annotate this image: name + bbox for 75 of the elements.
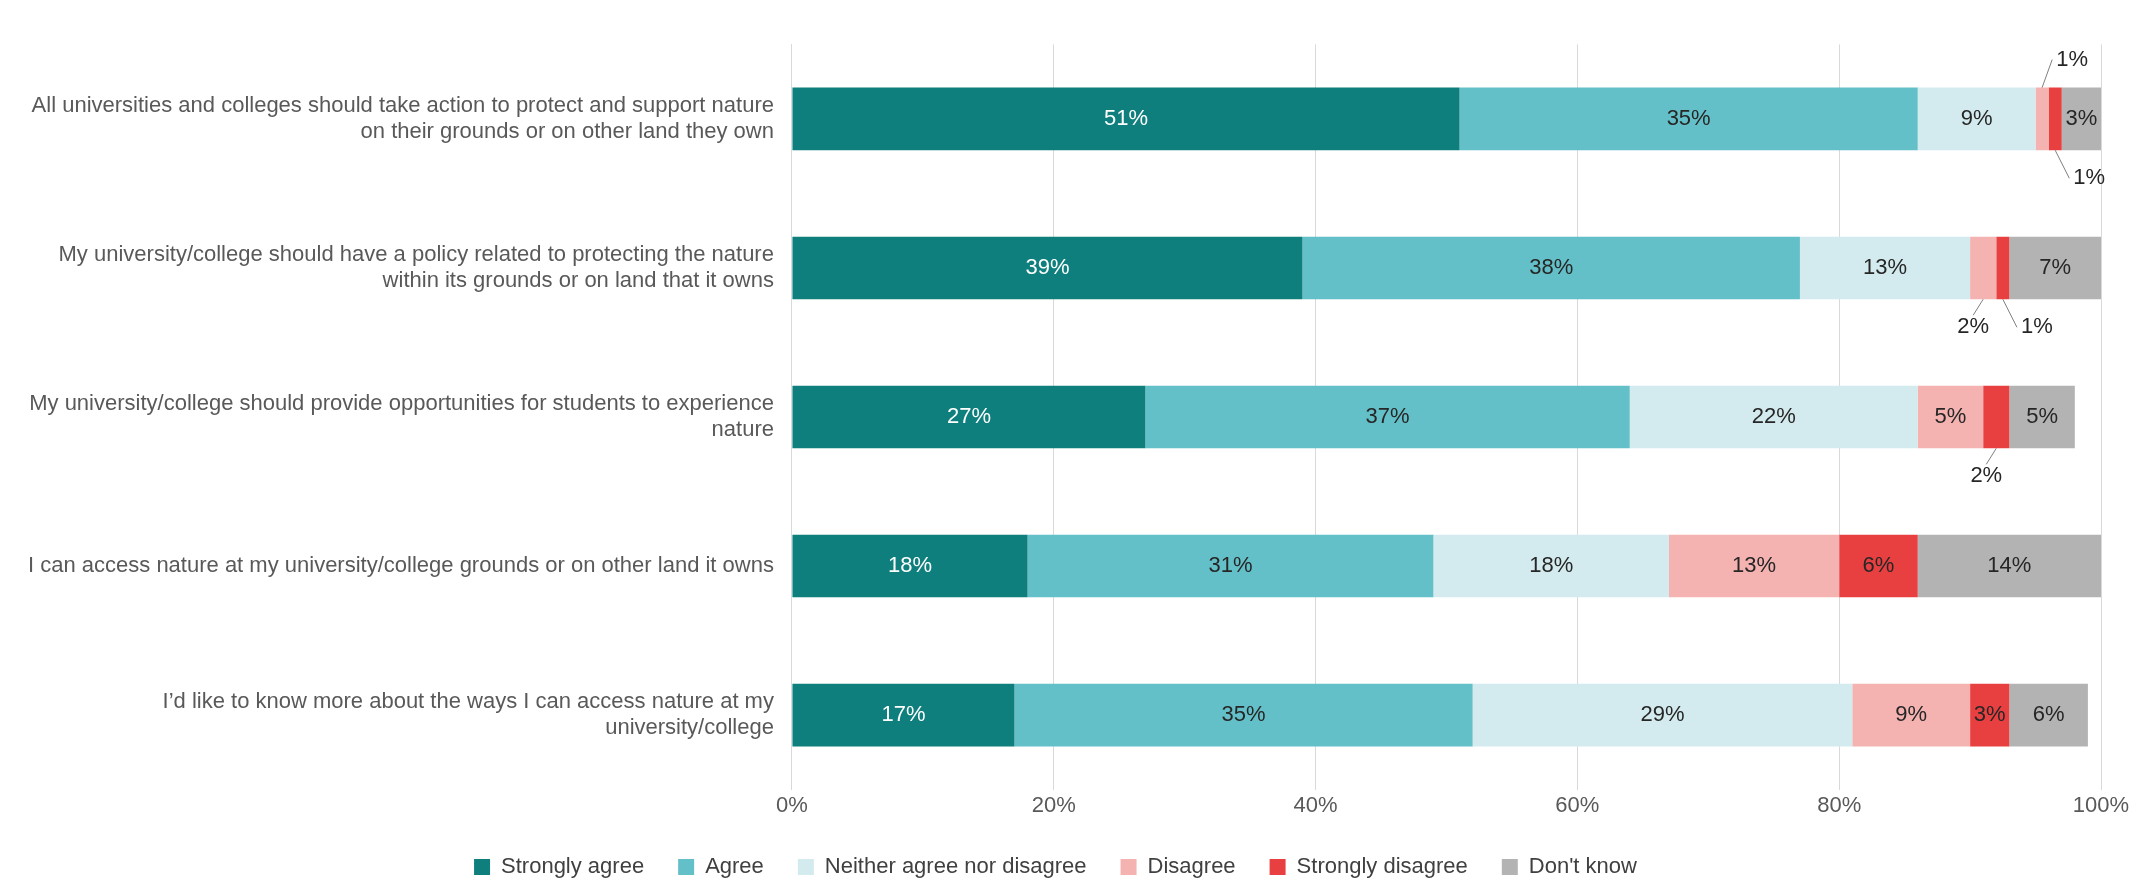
data-label: 29% [1640, 701, 1685, 727]
data-label: 5% [2026, 403, 2058, 429]
bar [1027, 534, 1434, 598]
bar [1917, 385, 1984, 449]
bar [2035, 87, 2049, 151]
data-label: 51% [1103, 104, 1149, 130]
data-label: 1% [2073, 164, 2106, 190]
bar [1839, 534, 1918, 598]
data-label: 39% [1025, 254, 1070, 280]
bar [792, 87, 1460, 151]
bar [1145, 385, 1630, 449]
bar [1014, 683, 1473, 747]
data-label: 13% [1862, 254, 1908, 280]
y-tick-label: My university/college should have a policy related to protecting the nature within its grounds or on land that it owns [58, 240, 774, 293]
bar [1983, 385, 2010, 449]
data-label: 1% [2020, 313, 2053, 339]
bar [1433, 534, 1670, 598]
data-label: 18% [887, 552, 933, 578]
data-label: 14% [1987, 552, 2032, 578]
y-tick-label: All universities and colleges should take action to protect and support nature on their grounds or on other land they own [31, 91, 774, 144]
data-label: 2% [1970, 462, 2003, 488]
data-label: 35% [1221, 701, 1266, 727]
x-tick-label: 80% [1817, 791, 1862, 817]
y-tick-label: I can access nature at my university/college grounds or on other land it owns [28, 552, 774, 578]
data-label: 17% [881, 701, 926, 727]
legend-label: Disagree [1147, 853, 1236, 879]
legend-label: Don't know [1528, 853, 1638, 879]
data-label: 9% [1960, 104, 1993, 130]
x-tick-label: 40% [1293, 791, 1338, 817]
y-tick-label: I’d like to know more about the ways I can access nature at my university/college [162, 687, 774, 740]
bar [2009, 385, 2075, 449]
y-tick-label: My university/college should provide opportunities for students to experience nature [29, 389, 774, 442]
data-label: 9% [1895, 701, 1928, 727]
bar [1970, 236, 1997, 300]
bar [1459, 87, 1918, 151]
bar [1472, 683, 1853, 747]
data-label: 35% [1666, 104, 1711, 130]
data-label: 7% [2039, 254, 2072, 280]
bar [792, 236, 1303, 300]
bar [1852, 683, 1971, 747]
legend-label: Strongly disagree [1296, 853, 1468, 879]
bar [1917, 534, 2101, 598]
bar [2009, 683, 2088, 747]
x-tick-label: 60% [1555, 791, 1600, 817]
bar [1917, 87, 2036, 151]
data-label: 6% [2032, 701, 2065, 727]
data-label: 3% [1973, 701, 2006, 727]
bar [1629, 385, 1918, 449]
data-label: 38% [1529, 254, 1574, 280]
data-label: 22% [1751, 403, 1796, 429]
bar [792, 683, 1015, 747]
data-label: 18% [1529, 552, 1574, 578]
x-tick-label: 20% [1031, 791, 1076, 817]
bar [1669, 534, 1840, 598]
x-tick-label: 0% [776, 791, 808, 817]
data-label: 13% [1732, 552, 1777, 578]
data-label: 3% [2065, 104, 2098, 130]
data-label: 37% [1365, 403, 1410, 429]
bar [1799, 236, 1971, 300]
data-label: 27% [946, 403, 991, 429]
bar [2009, 236, 2101, 300]
legend-label: Strongly agree [501, 853, 645, 879]
data-label: 1% [2056, 45, 2088, 71]
x-tick-label: 100% [2072, 791, 2130, 817]
data-label: 5% [1934, 403, 1967, 429]
data-label: 6% [1862, 552, 1895, 578]
data-label: 2% [1957, 313, 1990, 339]
data-label: 31% [1208, 552, 1253, 578]
bar [792, 385, 1146, 449]
legend-label: Neither agree nor disagree [824, 853, 1087, 879]
bar [1996, 236, 2010, 300]
bar [1302, 236, 1800, 300]
bar [2048, 87, 2062, 151]
bar [792, 534, 1028, 598]
legend-label: Agree [705, 853, 764, 879]
